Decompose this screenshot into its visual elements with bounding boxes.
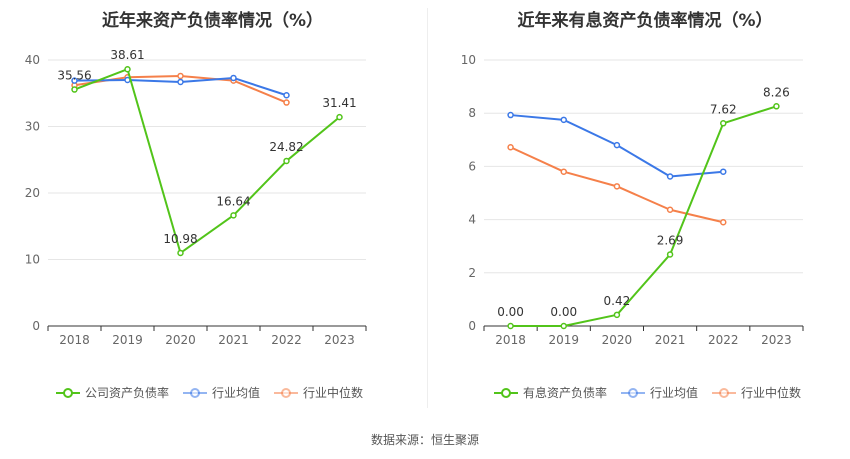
x-tick-label: 2023	[761, 333, 792, 347]
series-line	[510, 105, 777, 327]
chart-right-legend: 有息资产负债率 行业均值 行业中位数	[494, 384, 815, 401]
x-tick-label: 2021	[218, 333, 249, 347]
legend-item[interactable]: 行业中位数	[712, 384, 801, 401]
chart-right-plot: 0 2 4 6 8 10 2018 2019 2020 2021 2022 2023 0.00 0.00 0…	[461, 53, 804, 347]
data-label: 2.69	[657, 233, 684, 247]
data-point	[666, 173, 674, 180]
legend-label: 行业均值	[212, 386, 261, 400]
legend-swatch-icon	[621, 387, 646, 399]
y-tick-label: 4	[468, 213, 476, 227]
chart-divider	[427, 8, 428, 408]
data-point	[71, 77, 78, 84]
data-point	[613, 141, 621, 149]
legend-label: 行业均值	[650, 386, 699, 400]
y-tick-label: 20	[25, 186, 40, 200]
legend-swatch-icon	[183, 387, 208, 399]
y-tick-label: 2	[468, 266, 476, 280]
data-point	[283, 99, 290, 106]
y-tick-label: 10	[461, 53, 476, 67]
data-point	[283, 91, 290, 99]
data-point	[666, 206, 674, 214]
data-point	[720, 120, 727, 127]
data-point	[283, 157, 290, 165]
chart-title-left: 近年来资产负债率情况（%）	[101, 11, 324, 31]
data-label: 16.64	[216, 194, 250, 208]
y-tick-label: 0	[468, 319, 476, 333]
x-tick-label: 2018	[59, 333, 90, 347]
legend-item[interactable]: 行业均值	[183, 384, 260, 401]
x-tick-label: 2019	[112, 333, 143, 347]
data-point	[177, 249, 184, 257]
legend-item[interactable]: 行业中位数	[274, 384, 363, 401]
data-point	[507, 111, 514, 119]
legend-label: 公司资产负债率	[85, 386, 170, 400]
data-point	[720, 219, 727, 226]
data-label: 0.42	[604, 294, 631, 308]
data-point	[560, 168, 567, 175]
legend-label: 行业中位数	[741, 386, 802, 400]
data-point	[230, 74, 237, 82]
chart-title-right: 近年来有息资产负债率情况（%）	[517, 11, 773, 31]
data-label: 7.62	[710, 102, 737, 116]
data-label: 31.41	[322, 96, 356, 110]
legend-item[interactable]: 有息资产负债率	[494, 384, 607, 401]
data-point	[560, 322, 567, 330]
legend-label: 有息资产负债率	[523, 386, 608, 400]
data-point	[71, 86, 78, 93]
data-label: 0.00	[550, 305, 577, 319]
data-point	[507, 322, 514, 330]
series-line	[74, 68, 341, 254]
y-tick-label: 6	[468, 159, 476, 173]
data-point	[177, 72, 184, 80]
x-tick-label: 2019	[548, 333, 579, 347]
data-source-note: 数据来源：恒生聚源	[370, 433, 479, 447]
data-label: 35.56	[57, 69, 91, 83]
x-tick-label: 2021	[655, 333, 686, 347]
chart-left-plot: 0 10 20 30 40 2018 2019 2020 2021 2022 2023 35.56 38…	[25, 48, 367, 347]
data-point	[507, 143, 514, 151]
data-point	[560, 116, 567, 124]
data-point	[336, 113, 343, 121]
y-tick-label: 30	[25, 120, 40, 134]
data-point	[720, 168, 727, 175]
data-label: 24.82	[269, 140, 303, 154]
data-label: 10.98	[163, 232, 197, 246]
chart-left-legend: 公司资产负债率 行业均值 行业中位数	[56, 384, 377, 401]
legend-swatch-icon	[274, 387, 299, 399]
x-tick-label: 2020	[165, 333, 196, 347]
data-label: 0.00	[497, 305, 524, 319]
x-tick-label: 2018	[495, 333, 526, 347]
legend-item[interactable]: 行业均值	[621, 384, 698, 401]
y-tick-label: 8	[468, 106, 476, 120]
data-point	[230, 212, 237, 219]
data-point	[613, 183, 621, 190]
legend-swatch-icon	[56, 387, 80, 399]
y-tick-label: 0	[32, 319, 40, 333]
data-point	[124, 65, 131, 73]
data-label: 8.26	[763, 85, 790, 99]
y-tick-label: 10	[25, 253, 40, 267]
data-point	[613, 311, 621, 319]
data-point	[666, 251, 674, 258]
x-tick-label: 2023	[324, 333, 355, 347]
x-tick-label: 2020	[602, 333, 633, 347]
legend-swatch-icon	[712, 387, 737, 399]
data-point	[773, 103, 780, 110]
x-tick-label: 2022	[708, 333, 739, 347]
data-point	[177, 78, 184, 86]
legend-label: 行业中位数	[303, 386, 364, 400]
x-tick-label: 2022	[271, 333, 302, 347]
data-label: 38.61	[110, 48, 144, 62]
legend-item[interactable]: 公司资产负债率	[56, 384, 169, 401]
y-tick-label: 40	[25, 53, 40, 67]
legend-swatch-icon	[494, 387, 518, 399]
